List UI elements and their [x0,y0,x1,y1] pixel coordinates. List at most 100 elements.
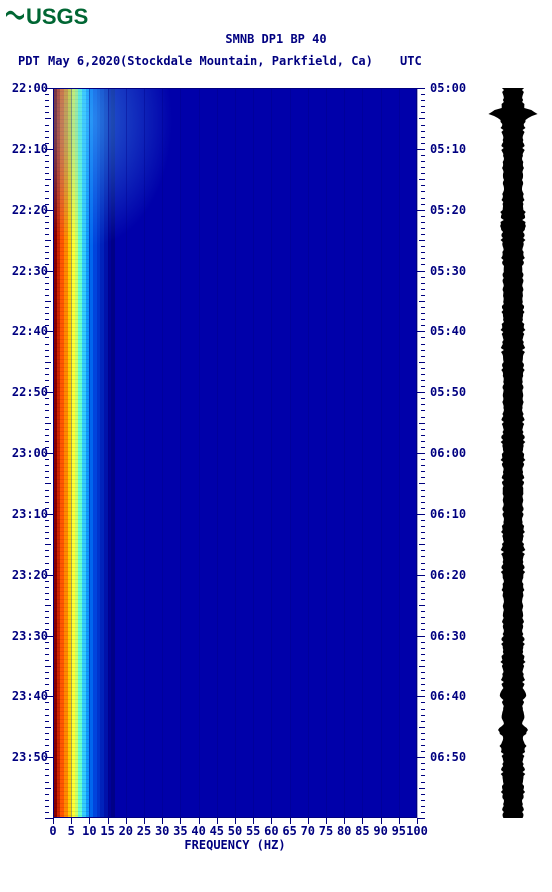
yaxis-right-label: 06:30 [430,629,466,643]
tick [421,654,425,655]
tick [417,575,425,576]
tick [45,240,51,241]
yaxis-left-label: 23:20 [8,568,48,582]
tick [45,483,51,484]
yaxis-right-label: 06:10 [430,507,466,521]
tick [45,532,49,533]
tick [421,794,425,795]
tick [45,563,49,564]
tick [45,538,49,539]
xaxis-tick-label: 25 [137,824,151,838]
tick [45,423,51,424]
xaxis-tick-label: 50 [228,824,242,838]
tick [45,441,49,442]
xaxis-tick-label: 45 [210,824,224,838]
xaxis-tick-label: 85 [355,824,369,838]
tick [421,216,425,217]
tick [45,283,49,284]
tick [45,131,49,132]
tick [45,599,49,600]
xaxis-tick-label: 90 [373,824,387,838]
tick [45,788,51,789]
tick [45,544,51,545]
xaxis-tick-label: 80 [337,824,351,838]
yaxis-left-label: 22:20 [8,203,48,217]
tick [421,733,425,734]
tick [421,368,425,369]
tick [45,173,49,174]
tick [417,331,425,332]
tick [421,715,425,716]
yaxis-right-label: 06:40 [430,689,466,703]
tick [421,520,425,521]
tick [421,465,425,466]
tick [421,131,425,132]
tick [45,715,49,716]
xaxis-tick-label: 5 [68,824,75,838]
tick [45,112,49,113]
tick [421,264,425,265]
tick [421,398,425,399]
tick [417,696,425,697]
tick [45,587,49,588]
tick [421,155,425,156]
tick [45,435,49,436]
tick [421,125,425,126]
spectrogram-heatmap [53,88,417,818]
tick [45,654,49,655]
xaxis-tick-label: 75 [319,824,333,838]
logo-text: USGS [26,4,88,30]
tick [421,429,425,430]
tick [421,222,425,223]
tick [421,611,425,612]
tick [421,295,425,296]
tick [421,185,425,186]
tick [421,526,425,527]
tick [421,769,425,770]
tick [421,137,425,138]
tick [421,319,425,320]
tick [421,344,425,345]
tick [417,818,425,819]
yaxis-left-label: 23:50 [8,750,48,764]
xaxis-tick-label: 40 [191,824,205,838]
tick [45,806,49,807]
tick [421,629,425,630]
waveform-path [488,88,537,818]
yaxis-left-label: 22:00 [8,81,48,95]
tick [421,599,425,600]
yaxis-right-ticks [417,88,425,818]
tick [421,435,425,436]
tick [421,161,425,162]
tick [421,684,425,685]
tick [45,648,49,649]
tick [421,763,425,764]
xaxis-tick-label: 10 [82,824,96,838]
xaxis-tick-label: 35 [173,824,187,838]
tick [421,587,425,588]
tick [421,404,425,405]
tick [417,636,425,637]
tick [45,660,49,661]
tick [417,392,425,393]
tick [421,623,425,624]
tick [421,350,425,351]
tick [421,751,425,752]
tick [421,447,425,448]
tick [45,307,49,308]
tick [421,532,425,533]
tick [421,648,425,649]
tick [421,246,425,247]
tick [421,417,425,418]
tick [45,356,49,357]
tick [421,812,425,813]
tick [419,483,425,484]
tick [45,222,49,223]
tick [421,617,425,618]
tick [421,94,425,95]
xaxis-tick-label: 70 [301,824,315,838]
tick [421,800,425,801]
tick [417,88,425,89]
tick [421,508,425,509]
tick [421,721,425,722]
